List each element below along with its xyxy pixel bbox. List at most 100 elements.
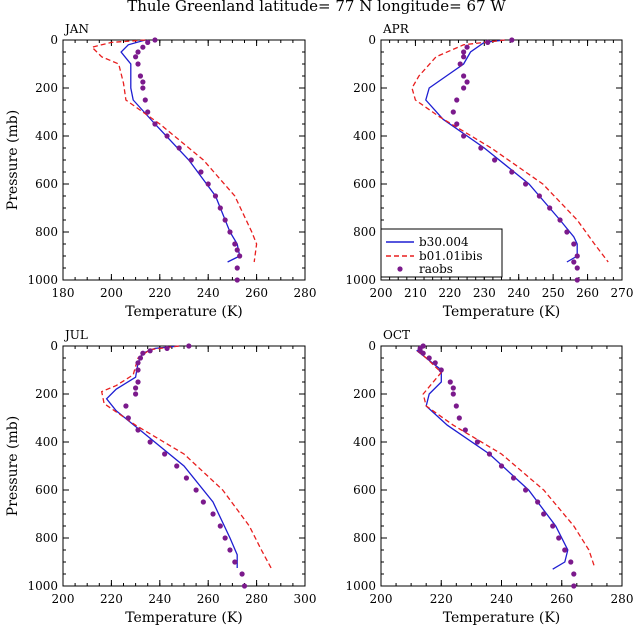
jul-x-tick-label: 300 <box>294 592 317 606</box>
apr-raobs-point <box>523 181 529 187</box>
jan-raobs-point <box>133 54 139 60</box>
jan-y-tick-label: 1000 <box>27 273 58 287</box>
oct-x-tick-label: 220 <box>430 592 453 606</box>
jan-y-tick-label: 600 <box>35 177 58 191</box>
apr-raobs-point <box>564 229 570 235</box>
oct-b30-004-line <box>416 345 569 570</box>
oct-x-axis-label: Temperature (K) <box>443 610 561 626</box>
apr-raobs-point <box>464 79 470 85</box>
apr-panel-label: APR <box>382 22 410 36</box>
jan-x-tick-label: 200 <box>100 286 123 300</box>
jan-raobs-point <box>212 193 219 199</box>
jan-raobs-point <box>234 247 240 253</box>
jul-x-tick-label: 280 <box>245 592 268 606</box>
jul-raobs-point <box>183 475 190 481</box>
apr-x-tick-label: 250 <box>542 286 565 300</box>
oct-y-tick-label: 400 <box>353 435 376 449</box>
jan-raobs-point <box>140 44 146 50</box>
jan-x-axis-label: Temperature (K) <box>125 304 243 320</box>
apr-y-tick-label: 800 <box>353 225 376 239</box>
jul-raobs-point <box>193 487 199 493</box>
apr-x-tick-label: 220 <box>438 286 461 300</box>
jul-raobs-point <box>174 463 180 469</box>
apr-x-tick-label: 270 <box>611 286 633 300</box>
panel-oct: OCT 200 220 240 260 280 0 200 400 600 800 1000 Tempe… <box>345 328 633 626</box>
legend-swatch-raobs <box>397 266 403 272</box>
apr-raobs-point <box>485 39 491 46</box>
jan-y-tick-label: 0 <box>50 33 58 47</box>
oct-y-tick-label: 600 <box>353 483 376 497</box>
panel-jan: JAN 180 200 220 240 260 280 0 200 400 600 800 1000 Te… <box>5 22 316 320</box>
apr-raobs-point <box>461 133 467 139</box>
apr-raobs-point <box>461 73 467 79</box>
jul-raobs-point <box>232 559 238 565</box>
apr-raobs-point <box>574 253 580 259</box>
apr-raobs-point <box>461 85 467 91</box>
jan-y-tick-label: 800 <box>35 225 58 239</box>
jul-raobs-point <box>123 403 129 409</box>
jul-x-tick-label: 260 <box>197 592 220 606</box>
apr-raobs-point <box>478 145 484 151</box>
oct-panel-label: OCT <box>383 328 410 342</box>
apr-x-tick-label: 230 <box>473 286 496 300</box>
oct-raobs-point <box>562 547 568 553</box>
apr-y-tick-label: 0 <box>368 33 376 47</box>
oct-y-tick-label: 0 <box>368 339 376 353</box>
jul-raobs-point <box>186 343 192 349</box>
apr-y-tick-label: 400 <box>353 129 376 143</box>
legend-label-b30-004: b30.004 <box>419 235 469 249</box>
apr-raobs-point <box>571 259 577 265</box>
jan-raobs-point <box>142 97 148 103</box>
oct-x-tick-label: 200 <box>370 592 393 606</box>
oct-raobs-point <box>523 487 529 493</box>
jul-y-axis-label: Pressure (mb) <box>5 416 21 516</box>
jul-raobs-point <box>239 571 245 577</box>
apr-raobs-point <box>454 121 460 127</box>
oct-raobs-point <box>450 385 456 391</box>
apr-b01-01ibis-line <box>411 39 609 263</box>
legend: b30.004 b01.01ibis raobs <box>380 228 503 278</box>
apr-raobs-point <box>450 109 456 115</box>
jan-x-tick-label: 280 <box>294 286 317 300</box>
oct-raobs-point <box>568 559 574 565</box>
jul-b01-01ibis-line <box>100 345 272 569</box>
jul-raobs-point <box>137 355 144 361</box>
apr-y-tick-label: 1000 <box>345 273 376 287</box>
oct-b01-01ibis-line <box>416 345 596 569</box>
oct-raobs-point <box>571 571 577 577</box>
oct-x-tick-label: 280 <box>611 592 633 606</box>
oct-raobs-point <box>456 415 462 421</box>
jul-x-tick-label: 200 <box>52 592 75 606</box>
jan-panel-label: JAN <box>63 22 89 36</box>
oct-raobs-point <box>541 511 547 517</box>
oct-raobs-point <box>550 523 556 529</box>
jul-raobs-point <box>135 360 141 366</box>
figure-title: Thule Greenland latitude= 77 N longitude… <box>127 0 506 15</box>
apr-raobs-point <box>492 157 498 163</box>
oct-raobs-point <box>510 475 517 481</box>
jul-raobs-point <box>222 535 228 541</box>
jul-raobs-point <box>135 427 141 433</box>
apr-x-axis-label: Temperature (K) <box>443 304 561 320</box>
jan-raobs-point <box>234 265 240 271</box>
oct-y-tick-label: 1000 <box>345 579 376 593</box>
jan-raobs-point <box>164 133 170 139</box>
jan-x-tick-label: 240 <box>197 286 220 300</box>
jan-x-tick-label: 220 <box>148 286 171 300</box>
jan-b30-004-line <box>120 39 241 263</box>
jul-raobs-point <box>210 511 216 517</box>
apr-raobs-point <box>461 54 467 60</box>
jan-y-axis-label: Pressure (mb) <box>5 110 21 210</box>
jul-raobs-point <box>200 499 206 505</box>
apr-x-tick-label: 200 <box>370 286 393 300</box>
jul-y-tick-label: 200 <box>35 387 58 401</box>
jan-raobs-point <box>188 157 194 163</box>
jan-raobs-point <box>135 61 141 67</box>
oct-raobs-point <box>453 403 459 409</box>
apr-raobs-point <box>574 277 580 283</box>
jul-y-tick-label: 800 <box>35 531 58 545</box>
jul-raobs-point <box>162 451 168 457</box>
oct-y-tick-label: 200 <box>353 387 376 401</box>
oct-raobs-point <box>535 499 541 505</box>
